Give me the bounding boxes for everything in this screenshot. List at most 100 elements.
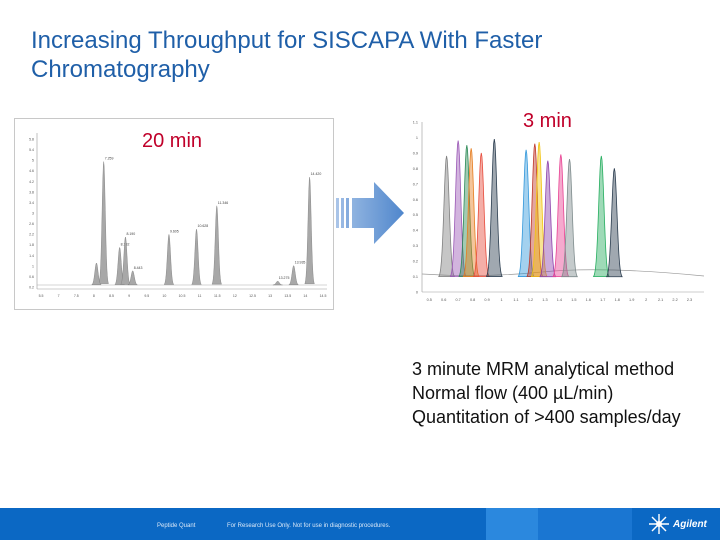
x-tick-label: 9.5 <box>144 294 149 298</box>
chromatogram-peak <box>98 161 109 284</box>
x-tick-label: 13.5 <box>284 294 291 298</box>
y-tick-label: 1 <box>416 136 418 140</box>
x-tick-label: 1.1 <box>513 298 518 302</box>
peak-label: 7.259 <box>105 157 114 161</box>
footer-bar: Peptide Quant For Research Use Only. Not… <box>0 508 720 540</box>
x-tick-label: 0.8 <box>470 298 475 302</box>
x-tick-label: 13 <box>268 294 272 298</box>
chromatogram-peak <box>449 140 467 277</box>
y-tick-label: 3.4 <box>29 201 34 205</box>
y-tick-label: 0.3 <box>413 244 418 248</box>
x-tick-label: 1.5 <box>571 298 576 302</box>
y-tick-label: 1 <box>32 264 34 268</box>
y-tick-label: 0.2 <box>413 260 418 264</box>
chromatogram-peak <box>605 168 623 278</box>
y-tick-label: 4.6 <box>29 169 34 173</box>
chromatogram-peak <box>458 145 476 277</box>
peak-label: 8.190 <box>126 232 135 236</box>
peak-label: 9.605 <box>170 229 179 233</box>
x-tick-label: 2 <box>645 298 647 302</box>
y-tick-label: 0.5 <box>413 213 418 217</box>
footer-left-text: Peptide Quant <box>157 523 196 529</box>
chromatogram-peak <box>485 138 503 277</box>
peak-label: 13.275 <box>279 276 290 280</box>
x-tick-label: 0.6 <box>441 298 446 302</box>
x-tick-label: 14 <box>303 294 307 298</box>
x-tick-label: 2.3 <box>687 298 692 302</box>
peak-label: 14.420 <box>311 172 322 176</box>
x-tick-label: 7.5 <box>74 294 79 298</box>
x-tick-label: 11 <box>198 294 202 298</box>
y-tick-label: 0.4 <box>413 229 418 233</box>
chromatogram-peak <box>304 177 315 284</box>
y-tick-label: 5.4 <box>29 148 34 152</box>
y-tick-label: 0.9 <box>413 151 418 155</box>
y-tick-label: 3 <box>32 212 34 216</box>
label-3-min: 3 min <box>523 110 572 132</box>
x-tick-label: 12 <box>233 294 237 298</box>
x-tick-label: 1.9 <box>629 298 634 302</box>
chromatogram-peak <box>462 148 480 277</box>
y-tick-label: 3.8 <box>29 190 34 194</box>
x-tick-label: 1.4 <box>557 298 562 302</box>
agilent-logo: Agilent <box>648 510 707 538</box>
chromatogram-peak <box>438 155 456 278</box>
x-tick-label: 0.7 <box>456 298 461 302</box>
x-tick-label: 0.5 <box>427 298 432 302</box>
spark-icon <box>649 514 669 534</box>
y-tick-label: 0.7 <box>413 182 418 186</box>
chromatogram-peak <box>163 234 175 285</box>
chromatogram-peak <box>191 229 202 285</box>
y-tick-label: 0 <box>416 291 418 295</box>
chromatogram-peak <box>561 159 578 278</box>
chromatogram-peak <box>127 270 138 286</box>
y-tick-label: 4.2 <box>29 180 34 184</box>
noise-baseline <box>421 269 705 277</box>
x-tick-label: 1.2 <box>528 298 533 302</box>
y-tick-label: 0.6 <box>413 198 418 202</box>
chromatogram-peak <box>90 262 102 285</box>
chromatogram-peak <box>539 160 557 278</box>
y-tick-label: 0.8 <box>413 167 418 171</box>
chromatogram-peak <box>517 149 535 277</box>
x-tick-label: 10 <box>162 294 166 298</box>
x-tick-label: 0.9 <box>484 298 489 302</box>
y-tick-label: 1.1 <box>413 121 418 125</box>
x-tick-label: 7 <box>58 294 60 298</box>
arrow-right-icon <box>336 182 404 244</box>
bullet-item: Quantitation of >400 samples/day <box>412 407 681 427</box>
peak-label: 8.443 <box>134 266 143 270</box>
chromatogram-peak <box>592 155 610 278</box>
y-tick-label: 0.1 <box>413 275 418 279</box>
bullet-item: 3 minute MRM analytical method <box>412 359 675 379</box>
x-tick-label: 1.3 <box>542 298 547 302</box>
x-tick-label: 2.2 <box>672 298 677 302</box>
chromatogram-peak <box>526 143 544 277</box>
footer-accent-block <box>538 508 632 540</box>
x-tick-label: 11.5 <box>214 294 221 298</box>
chromatogram-3min: 1.1 1 0.9 0.8 0.7 0.6 0.5 0.4 0.3 0.2 0.1 0 0.5 0.6 0.… <box>398 108 710 322</box>
logo-text: Agilent <box>673 518 707 530</box>
peak-label: 13.935 <box>295 261 306 265</box>
chromatogram-20min: 5.8 5.4 5 4.6 4.2 3.8 3.4 3 2.6 2.2 1.8 1.4 1 0.6 0.2 5… <box>14 118 334 310</box>
chromatogram-peak <box>472 152 490 278</box>
peak-label: 10.628 <box>198 224 209 228</box>
x-tick-label: 1.7 <box>600 298 605 302</box>
x-tick-label: 9 <box>128 294 130 298</box>
y-tick-label: 1.4 <box>29 254 34 258</box>
y-tick-label: 5.8 <box>29 138 34 142</box>
x-tick-label: 12.5 <box>249 294 256 298</box>
y-tick-label: 1.8 <box>29 243 34 247</box>
y-tick-label: 2.2 <box>29 233 34 237</box>
chromatogram-peak <box>272 280 283 286</box>
peak-label: 11.346 <box>218 201 228 205</box>
x-tick-label: 1 <box>500 298 502 302</box>
chromatogram-peak <box>211 205 222 285</box>
y-tick-label: 0.2 <box>29 286 34 290</box>
x-tick-label: 5.5 <box>39 294 44 298</box>
y-tick-label: 5 <box>32 159 34 163</box>
y-tick-label: 2.6 <box>29 222 34 226</box>
y-tick-label: 0.6 <box>29 275 34 279</box>
footer-accent-block <box>486 508 538 540</box>
chromatogram-peak <box>288 265 299 285</box>
